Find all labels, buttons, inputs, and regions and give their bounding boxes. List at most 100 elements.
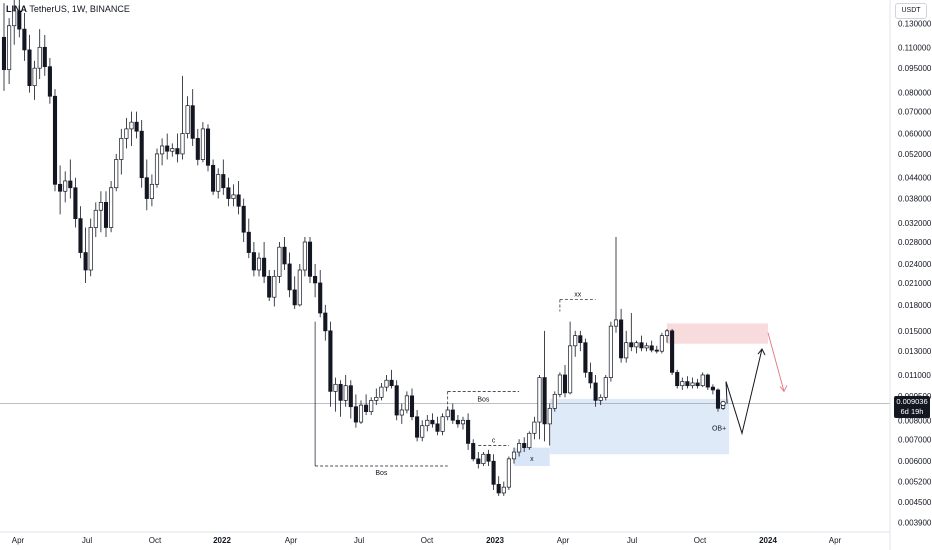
candle-body: [639, 342, 644, 349]
price-tick-label: 0.080000: [898, 89, 932, 98]
candle-body: [384, 379, 389, 388]
price-tick-label: 0.110000: [898, 43, 931, 52]
candle-body: [231, 194, 236, 199]
time-tick-label: 2022: [213, 536, 231, 545]
last-price-value: 0.009036: [896, 397, 928, 406]
candle-body: [12, 10, 17, 27]
candle-body: [262, 257, 267, 277]
price-tick-label: 0.011000: [898, 371, 931, 380]
bearish-arrow: [767, 332, 785, 392]
candle-body: [195, 138, 200, 160]
candle-body: [659, 335, 664, 352]
currency-button[interactable]: USDT: [895, 3, 927, 19]
ticker-symbol: LINA: [6, 4, 27, 14]
candle-body: [1, 36, 7, 71]
price-tick-label: 0.005200: [898, 478, 932, 487]
candle-body: [246, 231, 251, 253]
price-tick-label: 0.007000: [898, 435, 932, 444]
candle-body: [542, 377, 547, 425]
candle-body: [705, 374, 710, 388]
candle-body: [511, 451, 517, 460]
candle-body: [292, 289, 297, 306]
candle-body: [297, 269, 302, 306]
candle-body: [715, 389, 721, 409]
candle-body: [603, 377, 608, 398]
candle-body: [88, 227, 93, 271]
candle-body: [619, 319, 624, 359]
candle-body: [124, 128, 129, 139]
candle-body: [358, 404, 364, 423]
candle-body: [389, 379, 394, 387]
candle-body: [629, 342, 634, 348]
candle-body: [180, 133, 185, 155]
candle-body: [22, 28, 27, 51]
candle-body: [170, 148, 175, 152]
candle-body: [139, 130, 144, 179]
price-tick-label: 0.024000: [898, 260, 932, 269]
demand-zone-small: [514, 447, 550, 467]
candle-body: [37, 46, 42, 69]
candle-body: [32, 67, 37, 87]
candle-body: [624, 342, 629, 359]
price-tick-label: 0.052000: [898, 150, 932, 159]
projection-path: [725, 348, 763, 436]
candle-body: [98, 202, 103, 211]
candle-body: [109, 187, 114, 228]
candle-body: [318, 282, 323, 314]
bearish-arrowhead: [779, 385, 788, 393]
ob-label: OB+: [712, 426, 726, 433]
time-tick-label: Apr: [557, 536, 570, 545]
candle-body: [73, 187, 78, 219]
candle-body: [471, 443, 476, 460]
price-tick-label: 0.032000: [898, 219, 932, 228]
candle-body: [175, 148, 180, 155]
candle-body: [348, 385, 353, 408]
candle-body: [78, 218, 83, 253]
candle-body: [129, 121, 134, 130]
candle-body: [272, 275, 277, 298]
price-tick-label: 0.004500: [898, 498, 932, 507]
candle-body: [496, 483, 501, 494]
candle-body: [211, 164, 216, 192]
candle-body: [664, 330, 670, 336]
candle-body: [93, 209, 98, 228]
candle-body: [700, 374, 705, 387]
candle-body: [527, 432, 532, 448]
candle-body: [236, 194, 241, 207]
price-tick-label: 0.070000: [898, 108, 932, 117]
price-tick-label: 0.008000: [898, 416, 932, 425]
price-tick-label: 0.015000: [898, 327, 932, 336]
candle-body: [573, 335, 578, 347]
candle-body: [338, 383, 343, 401]
candle-body: [17, 10, 22, 30]
candle-body: [476, 458, 481, 464]
candle-body: [690, 382, 695, 387]
candle-body: [216, 174, 221, 192]
time-tick-label: Jul: [627, 536, 637, 545]
candle-body: [409, 395, 415, 418]
time-tick-label: Oct: [694, 536, 707, 545]
time-tick-label: Jul: [82, 536, 92, 545]
candle-body: [430, 419, 435, 425]
candle-body: [313, 275, 318, 284]
candle-body: [583, 342, 588, 373]
candle-body: [455, 419, 460, 425]
last-price-tag: 0.009036 6d 19h: [894, 396, 930, 418]
candle-body: [190, 105, 195, 139]
candle-body: [343, 385, 348, 401]
candle-body: [517, 443, 522, 453]
candle-body: [333, 383, 338, 392]
price-tick-label: 0.038000: [898, 195, 932, 204]
time-tick-label: Jul: [354, 536, 364, 545]
candle-body: [282, 246, 287, 265]
candle-body: [654, 349, 659, 352]
candle-body: [578, 335, 583, 344]
time-tick-label: 2023: [486, 536, 504, 545]
candle-body: [374, 396, 379, 401]
c-label: c: [492, 438, 496, 445]
candle-body: [394, 385, 399, 416]
price-tick-label: 0.021000: [898, 279, 932, 288]
candle-body: [445, 409, 450, 418]
candle-body: [547, 407, 552, 425]
